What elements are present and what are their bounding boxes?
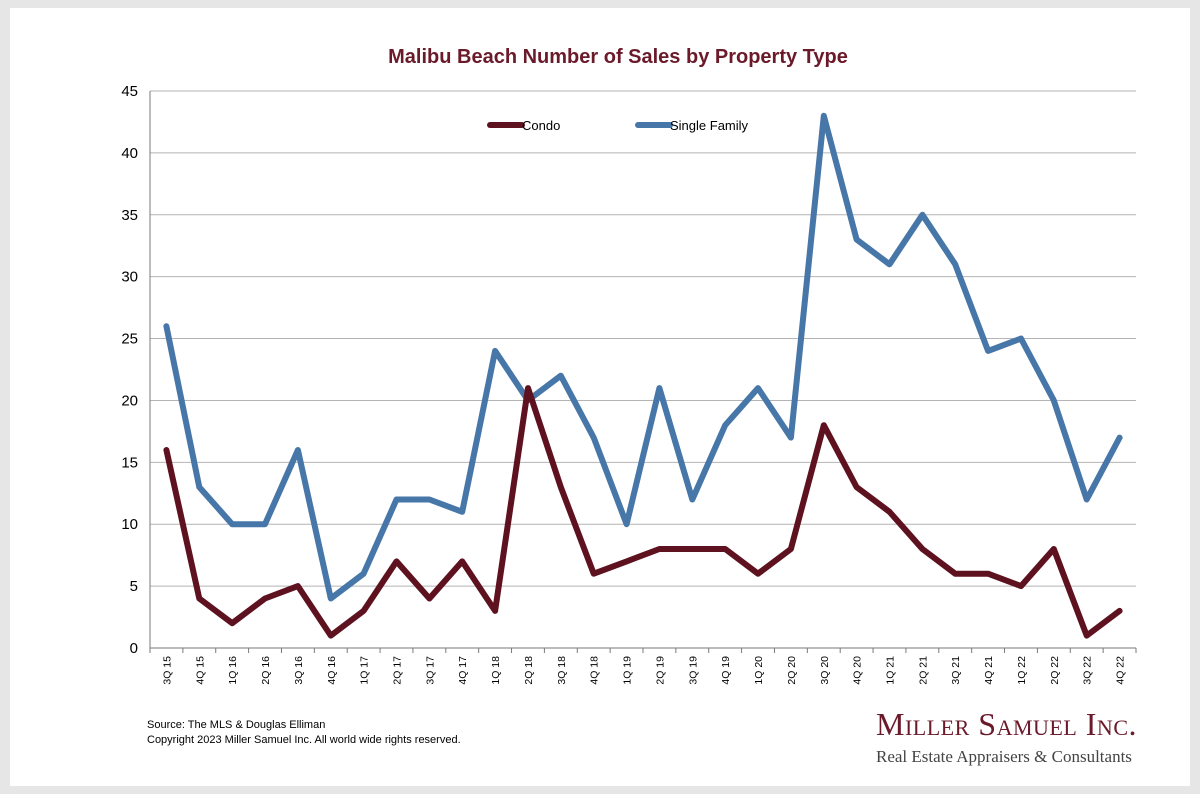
grid-layer	[149, 90, 1136, 649]
legend-label-condo: Condo	[522, 118, 560, 133]
y-tick-label: 5	[130, 578, 138, 595]
line-chart: Malibu Beach Number of Sales by Property…	[121, 46, 1137, 685]
x-tick-label: 4Q 19	[720, 656, 732, 685]
x-tick-label: 1Q 18	[490, 656, 502, 685]
x-tick-label: 4Q 18	[589, 656, 601, 685]
x-tick-label: 1Q 17	[359, 656, 371, 685]
y-tick-label: 0	[130, 640, 138, 657]
source-text: Source: The MLS & Douglas Elliman	[147, 719, 326, 731]
x-tick-label: 4Q 17	[457, 656, 469, 685]
brand-name: Miller Samuel Inc.	[876, 706, 1137, 742]
x-tick-label: 1Q 19	[622, 656, 634, 685]
legend-label-single-family: Single Family	[670, 118, 749, 133]
x-tick-label: 2Q 19	[654, 656, 666, 685]
series-line-condo	[163, 385, 1123, 639]
x-tick-label: 3Q 17	[424, 656, 436, 685]
x-tick-label: 3Q 16	[293, 656, 305, 685]
x-tick-label: 2Q 20	[786, 656, 798, 685]
y-tick-label: 10	[121, 516, 138, 533]
y-tick-label: 35	[121, 207, 138, 224]
x-tick-label: 3Q 19	[687, 656, 699, 685]
x-tick-label: 2Q 18	[523, 656, 535, 685]
source-note: Source: The MLS & Douglas Elliman Copyri…	[147, 718, 461, 748]
x-axis: 3Q 15 4Q 15 1Q 16 2Q 16 3Q 16 4Q 16 1Q 17 2Q 17…	[149, 648, 1137, 685]
chart-title: Malibu Beach Number of Sales by Property…	[388, 46, 848, 68]
chart-frame: Malibu Beach Number of Sales by Property…	[10, 8, 1190, 786]
x-tick-label: 1Q 20	[753, 656, 765, 685]
y-tick-label: 45	[121, 83, 138, 100]
x-tick-label: 4Q 21	[983, 656, 995, 685]
legend: Condo Single Family	[487, 118, 749, 133]
x-tick-label: 4Q 20	[852, 656, 864, 685]
x-tick-label: 3Q 21	[950, 656, 962, 685]
brand-logo: Miller Samuel Inc. Real Estate Appraiser…	[876, 706, 1137, 768]
x-tick-label: 1Q 21	[885, 656, 897, 685]
y-tick-label: 20	[121, 392, 138, 409]
y-tick-label: 40	[121, 145, 138, 162]
series-layer	[163, 112, 1123, 639]
copyright-text: Copyright 2023 Miller Samuel Inc. All wo…	[147, 734, 461, 746]
x-tick-label: 4Q 15	[194, 656, 206, 685]
x-tick-label: 1Q 16	[227, 656, 239, 685]
series-line-single-family	[163, 112, 1123, 602]
x-tick-label: 3Q 15	[161, 656, 173, 685]
x-tick-label: 2Q 22	[1049, 656, 1061, 685]
x-tick-label: 2Q 16	[260, 656, 272, 685]
y-axis: 0 5 10 15 20 25 30 35 40 45	[121, 83, 138, 657]
x-tick-label: 3Q 20	[819, 656, 831, 685]
brand-tagline: Real Estate Appraisers & Consultants	[876, 747, 1132, 766]
y-tick-label: 15	[121, 454, 138, 471]
x-tick-label: 3Q 22	[1082, 656, 1094, 685]
x-tick-label: 3Q 18	[556, 656, 568, 685]
x-tick-label: 4Q 22	[1115, 656, 1127, 685]
x-tick-label: 2Q 21	[917, 656, 929, 685]
x-tick-label: 4Q 16	[326, 656, 338, 685]
x-tick-label: 2Q 17	[392, 656, 404, 685]
x-tick-label: 1Q 22	[1016, 656, 1028, 685]
y-tick-label: 25	[121, 331, 138, 348]
y-tick-label: 30	[121, 269, 138, 286]
